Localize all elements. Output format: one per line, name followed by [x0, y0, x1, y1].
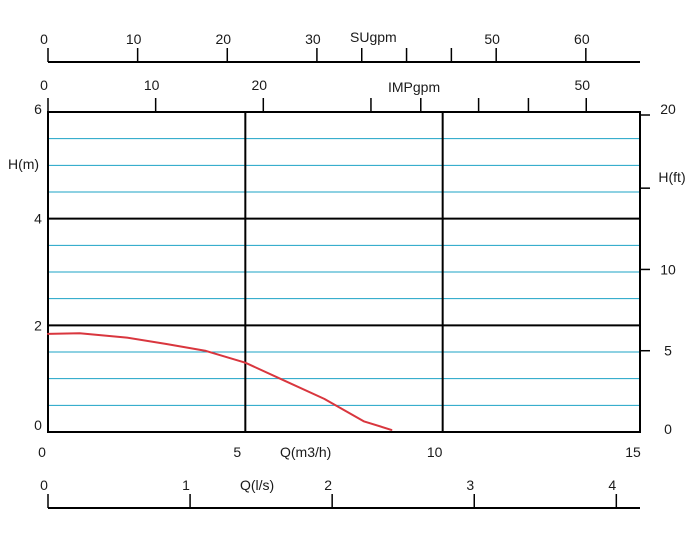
right-tick-label: 5: [664, 343, 672, 359]
data-point: [165, 343, 167, 345]
grid: [48, 112, 640, 432]
right-tick-label: 20: [660, 101, 676, 117]
data-point: [244, 362, 246, 364]
impgpm-axis-label: IMPgpm: [388, 79, 440, 95]
y-tick-label: 6: [34, 101, 42, 117]
sugpm-tick-label: 20: [215, 31, 231, 47]
data-point: [126, 337, 128, 339]
sugpm-tick-label: 60: [574, 31, 590, 47]
impgpm-tick-label: 0: [40, 77, 48, 93]
ls-tick-label: 1: [182, 477, 190, 493]
right-tick-label: 0: [664, 421, 672, 437]
ls-axis-label: Q(l/s): [240, 477, 274, 493]
y-tick-label: 4: [34, 211, 42, 227]
impgpm-tick-label: 10: [144, 77, 160, 93]
x-axis-label: Q(m3/h): [280, 444, 331, 460]
data-point: [205, 350, 207, 352]
data-point: [390, 429, 392, 431]
sugpm-tick-label: 0: [40, 31, 48, 47]
data-point: [47, 333, 49, 335]
ls-tick-label: 4: [608, 477, 616, 493]
curves: [47, 332, 393, 431]
ls-tick-label: 3: [466, 477, 474, 493]
sugpm-tick-label: 50: [484, 31, 500, 47]
x-tick-label: 5: [233, 444, 241, 460]
sugpm-tick-label: 30: [305, 31, 321, 47]
x-tick-label: 10: [427, 444, 443, 460]
y-tick-label: 0: [34, 417, 42, 433]
data-point: [284, 380, 286, 382]
sugpm-axis-label: SUgpm: [350, 29, 397, 45]
right-axis-label: H(ft): [658, 169, 685, 185]
x-tick-label: 15: [625, 444, 641, 460]
axes: [47, 48, 650, 509]
data-point: [323, 398, 325, 400]
y-axis-label: H(m): [8, 156, 39, 172]
x-tick-label: 0: [38, 444, 46, 460]
sugpm-tick-label: 10: [126, 31, 142, 47]
impgpm-tick-label: 20: [252, 77, 268, 93]
ls-tick-label: 2: [324, 477, 332, 493]
data-point: [363, 420, 365, 422]
ls-tick-label: 0: [40, 477, 48, 493]
y-tick-label: 2: [34, 317, 42, 333]
data-point: [78, 332, 81, 334]
series-line-0: [47, 332, 393, 431]
right-tick-label: 10: [660, 261, 676, 277]
impgpm-tick-label: 50: [574, 77, 590, 93]
